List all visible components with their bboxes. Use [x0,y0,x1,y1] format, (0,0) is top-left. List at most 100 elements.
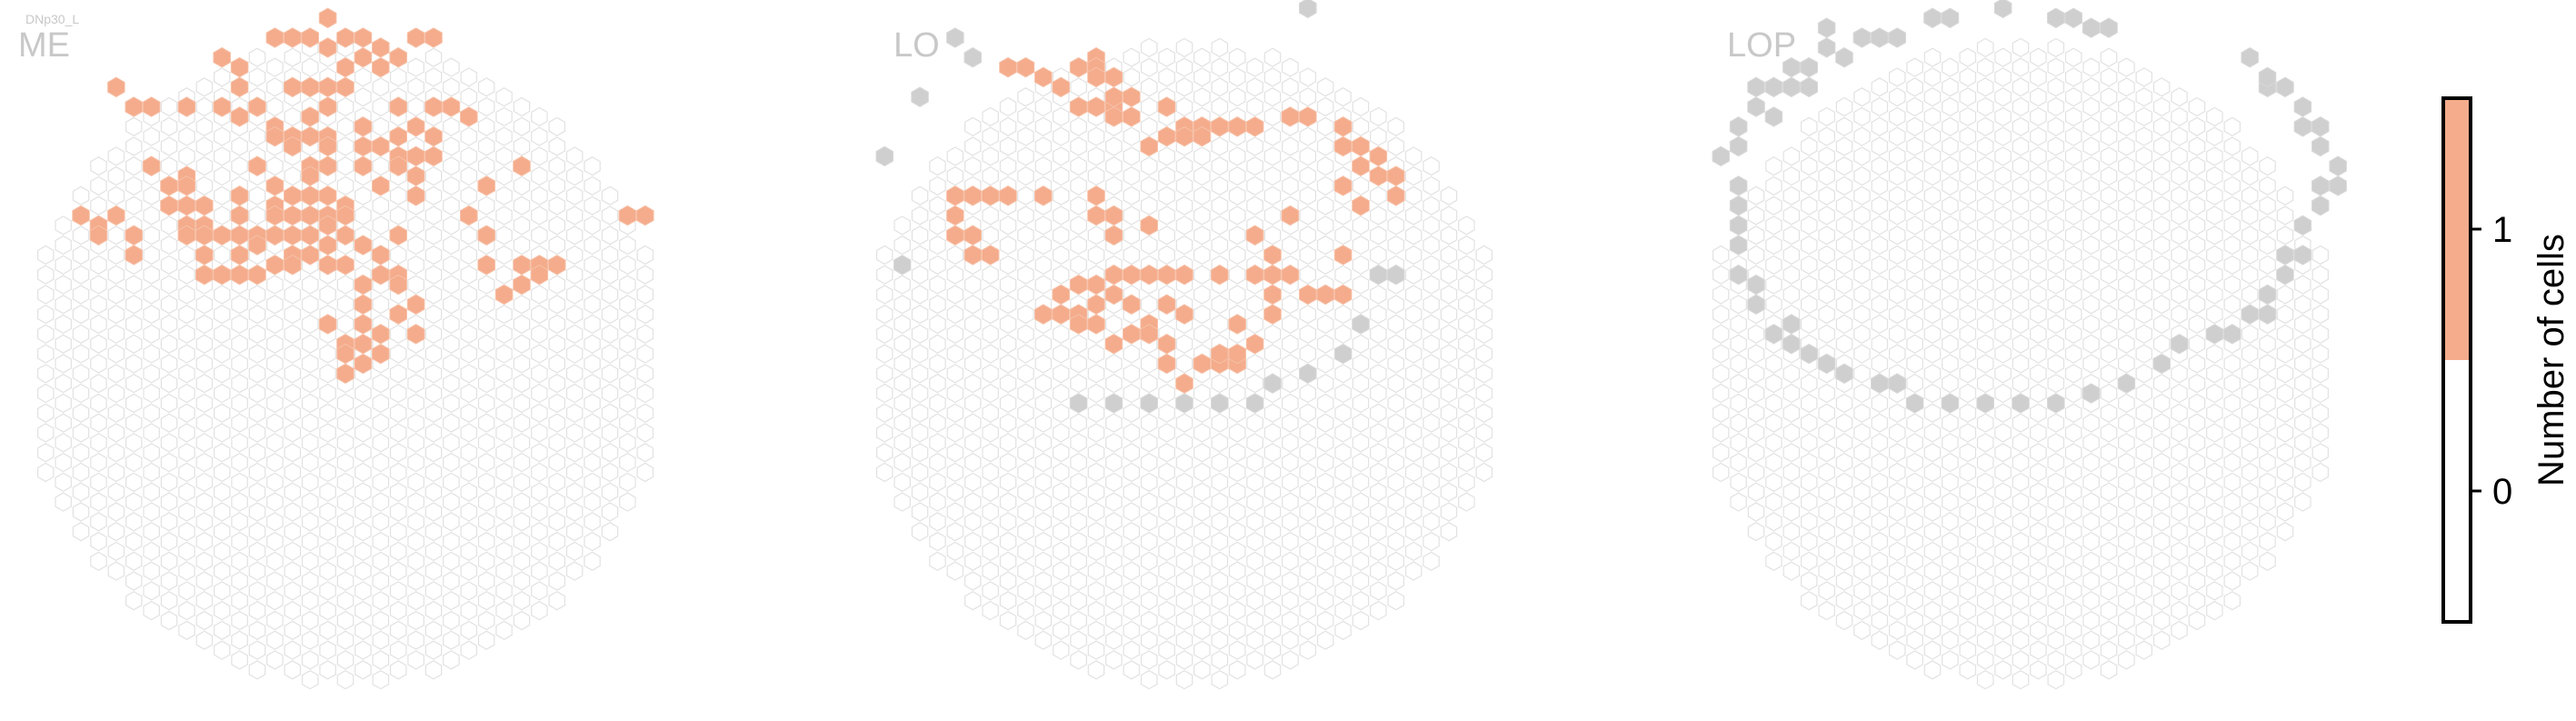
hex-empty [1923,522,1942,542]
hex-empty [2030,285,2047,305]
hex-empty [2152,630,2171,650]
hex-empty [601,462,619,483]
hex-count-1 [142,96,161,117]
hex-empty [477,571,495,591]
hex-empty [424,265,443,285]
hex-empty [1994,403,2012,423]
hex-empty [1052,522,1070,542]
hex-empty [1475,285,1493,305]
hex-empty [1440,364,1458,384]
hex-empty [1299,502,1317,522]
hex-empty [55,413,72,433]
hex-outside [2117,373,2136,394]
hex-empty [2030,165,2047,186]
hex-empty [1228,640,1246,660]
hex-empty [601,502,619,522]
hex-empty [1423,433,1440,453]
hex-empty [1352,96,1370,117]
hex-empty [1387,136,1405,156]
hex-empty [2118,215,2135,235]
hex-empty [1404,462,1423,483]
hex-empty [460,126,478,146]
hex-empty [999,374,1017,394]
hex-empty [911,245,929,265]
hex-empty [946,423,964,443]
hex-empty [2152,215,2171,235]
hex-empty [1923,106,1942,127]
hex-empty [1052,462,1070,483]
hex-empty [2241,522,2259,542]
hex-empty [2064,344,2082,364]
hex-empty [195,413,214,433]
hex-empty [178,482,195,502]
hex-empty [55,334,72,354]
hex-empty [1871,393,1889,414]
hex-outside [2082,17,2101,38]
hex-count-1 [406,165,425,186]
hex-empty [2171,462,2188,483]
hex-count-1 [372,245,390,265]
hex-empty [460,67,478,87]
hex-empty [1976,77,1994,97]
hex-empty [460,581,478,601]
hex-empty [2223,531,2241,552]
cell-type-label: DNp30_L [25,12,79,26]
hex-empty [1800,136,1818,156]
hex-empty [1282,334,1299,354]
hex-empty [1976,413,1994,433]
hex-empty [2276,522,2294,542]
hex-empty [513,393,531,414]
hex-empty [178,561,195,581]
hex-empty [894,215,911,235]
hex-empty [2135,106,2152,127]
hex-empty [1730,413,1747,433]
hex-empty [2030,581,2047,601]
hex-empty [1458,472,1475,493]
hex-empty [372,531,390,552]
hex-empty [248,541,266,562]
hex-count-1 [177,225,196,246]
hex-empty [1034,492,1053,512]
hex-empty [301,452,319,473]
hex-empty [2082,136,2100,156]
hex-outside [2047,7,2065,29]
hex-empty [1994,146,2012,166]
hex-outside [1941,393,1960,414]
hex-outside [1712,145,1730,167]
hex-empty [1853,581,1871,601]
hex-outside [946,27,964,48]
hex-count-1 [1123,324,1141,345]
hex-empty [90,393,107,414]
hex-empty [1282,630,1299,650]
hex-empty [1087,383,1105,404]
hex-empty [2171,383,2188,404]
hex-empty [1228,403,1246,423]
hex-empty [2030,443,2047,463]
hex-empty [1923,67,1942,87]
hex-empty [160,551,178,571]
hex-count-1 [494,284,514,305]
hex-empty [1835,175,1853,196]
hex-empty [2188,96,2206,117]
hex-empty [284,660,302,680]
hex-empty [531,126,548,146]
hex-empty [195,96,214,117]
hex-empty [214,344,231,364]
hex-empty [2188,116,2206,136]
hex-empty [248,364,266,384]
hex-empty [2188,235,2206,255]
hex-empty [2241,541,2259,562]
hex-empty [964,433,982,453]
hex-empty [2206,581,2223,601]
hex-count-1 [1123,264,1141,285]
hex-empty [2030,502,2047,522]
hex-empty [1193,561,1211,581]
hex-empty [1140,374,1158,394]
hex-empty [929,275,946,295]
hex-empty [929,512,946,532]
hex-empty [495,165,513,186]
hex-empty [1387,215,1405,235]
hex-empty [495,364,513,384]
hex-empty [1193,324,1211,345]
hex-empty [1976,354,1994,374]
